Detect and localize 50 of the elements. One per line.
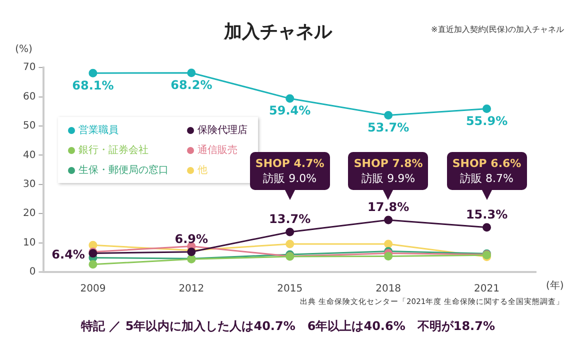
- annotation: SHOP 6.6% 訪販 8.7%: [451, 156, 522, 186]
- data-label: 13.7%: [269, 212, 311, 226]
- point: [482, 104, 492, 114]
- point: [88, 260, 98, 269]
- data-label: 6.9%: [174, 232, 208, 246]
- legend-label: 営業職員: [78, 124, 120, 137]
- text: ※直近加入契約(民保)の加入チャネル: [431, 25, 564, 34]
- y-tick-label: 50: [22, 120, 36, 132]
- y-tick-label: 0: [29, 266, 36, 278]
- y-tick-label: 30: [22, 178, 36, 190]
- point: [384, 216, 393, 224]
- data-label: 59.4%: [269, 104, 311, 118]
- point: [88, 68, 98, 78]
- x-tick-label: 2015: [277, 284, 303, 295]
- data-label: 68.1%: [72, 78, 114, 92]
- y-axis-title: (%): [15, 44, 32, 56]
- data-label: 6.4%: [52, 247, 85, 262]
- y-tick-label: 40: [22, 150, 36, 161]
- x-tick-label: 2009: [80, 284, 106, 295]
- annotation: SHOP 4.7% 訪販 9.0%: [254, 156, 326, 186]
- point: [384, 252, 393, 260]
- data-label: 68.2%: [170, 78, 212, 92]
- y-tick-label: 60: [22, 91, 36, 102]
- y-tick-label: 20: [22, 208, 36, 220]
- point: [187, 68, 196, 78]
- legend-label: 保険代理店: [196, 124, 248, 137]
- point: [482, 223, 492, 232]
- data-label: 15.3%: [466, 207, 508, 222]
- legend-label: 生保・郵便局の窓口: [78, 164, 169, 177]
- y-tick-label: 70: [22, 62, 36, 74]
- legend-label: 通信販売: [196, 144, 239, 157]
- point: [384, 110, 393, 120]
- data-label: 53.7%: [367, 120, 410, 134]
- y-tick-label: 10: [22, 237, 36, 248]
- point: [88, 240, 98, 250]
- annotation: SHOP 7.8% 訪販 9.9%: [352, 156, 424, 186]
- point: [286, 240, 294, 248]
- x-tick-label: 2018: [376, 284, 402, 295]
- x-axis-title: (年): [546, 280, 564, 292]
- x-tick-label: 2012: [178, 284, 204, 295]
- point: [384, 240, 393, 248]
- point: [286, 94, 294, 103]
- data-label: 17.8%: [367, 200, 410, 214]
- legend-label: 銀行・証券会社: [78, 144, 150, 157]
- point: [286, 228, 294, 236]
- chart-title: 加入チャネル: [223, 21, 333, 42]
- text: 特記 ／ 5年以内に加入した人は40.7% 6年以上は40.6% 不明が18.7%: [80, 319, 495, 334]
- data-label: 55.9%: [466, 114, 508, 128]
- x-tick-label: 2021: [474, 284, 500, 295]
- legend-label: 他: [196, 164, 209, 177]
